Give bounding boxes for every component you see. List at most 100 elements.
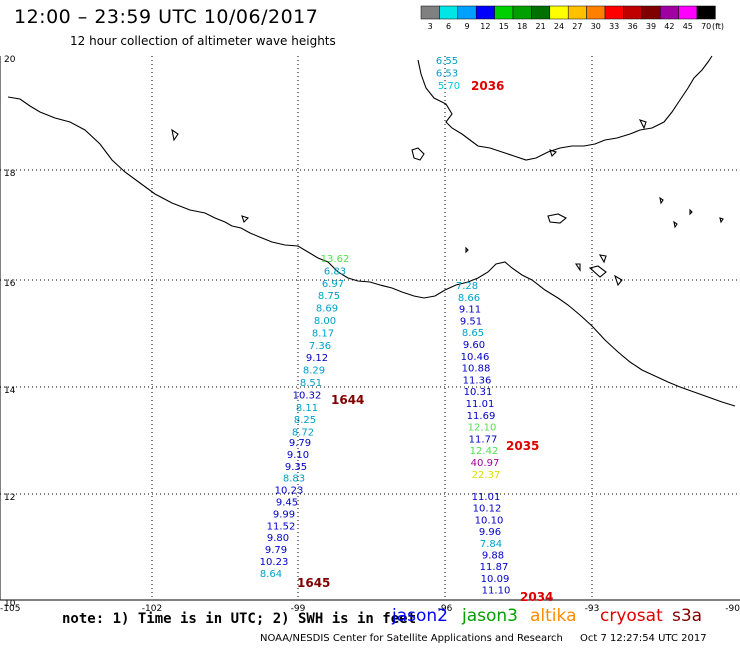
color-scale-swatch (457, 5, 477, 20)
wave-height-reading: 9.45 (276, 498, 298, 509)
wave-height-reading: 8.65 (462, 328, 484, 339)
wave-height-reading: 11.69 (467, 411, 496, 422)
wave-height-reading: 10.10 (475, 515, 504, 526)
color-scale-swatch (659, 5, 679, 20)
wave-height-reading: 8.00 (314, 316, 336, 327)
page-title: 12:00 – 23:59 UTC 10/06/2017 (14, 6, 319, 28)
satellite-legend-item: jason3 (462, 606, 518, 626)
color-scale-label: 45 (682, 22, 693, 31)
lon-tick-label: -105 (0, 604, 20, 614)
satellite-legend-item: cryosat (600, 606, 663, 626)
wave-height-reading: 9.51 (460, 316, 482, 327)
wave-height-reading: 10.31 (464, 387, 493, 398)
lon-tick-label: -90 (725, 604, 740, 614)
wave-height-reading: 11.52 (267, 521, 296, 532)
color-scale-label: 30 (590, 22, 601, 31)
color-scale-label: 36 (627, 22, 638, 31)
wave-height-reading: 10.23 (260, 557, 289, 568)
wave-height-reading: 10.23 (275, 486, 304, 497)
color-scale-swatch (549, 5, 569, 20)
color-scale-unit: (ft) (712, 22, 725, 31)
color-scale-swatch (531, 5, 551, 20)
axis-labels: -105 -102 -99 -96 -93 -90 20 18 16 14 12 10 (0, 55, 740, 614)
lat-lon-grid (0, 56, 740, 600)
wave-height-reading: 9.11 (459, 305, 481, 316)
color-scale-label: 15 (498, 22, 509, 31)
color-scale-label: 42 (664, 22, 675, 31)
wave-height-reading: 8.75 (318, 291, 340, 302)
wave-height-reading: 10.09 (481, 574, 510, 585)
wave-height-reading: 13.62 (321, 254, 350, 265)
wave-height-reading: 9.99 (273, 509, 295, 520)
wave-height-reading: 8.69 (316, 304, 338, 315)
wave-height-reading: 9.12 (306, 353, 328, 364)
wave-height-reading: 8.64 (260, 569, 282, 580)
color-scale-swatch (586, 5, 606, 20)
lat-tick-label: 16 (4, 279, 16, 289)
wave-height-reading: 11.01 (472, 492, 501, 503)
pass-time-label: 2034 (520, 590, 553, 604)
color-scale-label: 6 (446, 22, 452, 31)
color-scale-swatch (512, 5, 532, 20)
wave-height-reading: 10.32 (293, 390, 322, 401)
lat-tick-label: 18 (4, 169, 16, 179)
wave-height-reading: 9.88 (482, 551, 504, 562)
lat-tick-label: 10 (4, 599, 16, 609)
pass-time-label: 2036 (471, 79, 504, 93)
wave-height-reading: 8.83 (283, 474, 305, 485)
wave-height-reading: 8.66 (458, 293, 480, 304)
lon-tick-label: -102 (142, 604, 162, 614)
color-scale-swatch (420, 5, 440, 20)
wave-height-reading: 11.10 (482, 586, 511, 597)
color-scale-label: 12 (480, 22, 491, 31)
color-scale-swatch (439, 5, 459, 20)
wave-height-reading: 9.10 (287, 450, 309, 461)
wave-height-reading: 8.72 (292, 428, 314, 439)
wave-height-reading: 22.37 (472, 470, 501, 481)
coastline (7, 55, 736, 407)
color-scale-swatch (696, 5, 716, 20)
color-scale-swatch (475, 5, 495, 20)
color-scale-swatch (678, 5, 698, 20)
color-scale-label: 33 (609, 22, 620, 31)
wave-height-reading: 9.80 (267, 533, 289, 544)
wave-height-reading: 9.96 (479, 527, 501, 538)
lat-tick-label: 12 (4, 493, 15, 503)
color-scale-swatch (604, 5, 624, 20)
lon-tick-label: -93 (585, 604, 600, 614)
footer-note: note: 1) Time is in UTC; 2) SWH is in fe… (62, 611, 417, 627)
wave-height-reading: 11.87 (480, 562, 509, 573)
footer-credit: NOAA/NESDIS Center for Satellite Applica… (260, 633, 563, 644)
wave-height-reading: 9.79 (289, 438, 311, 449)
wave-height-reading: 40.97 (471, 458, 500, 469)
color-scale-label: 18 (517, 22, 528, 31)
color-scale-swatch (623, 5, 643, 20)
wave-height-reading: 10.88 (462, 364, 491, 375)
map-frame (0, 56, 740, 601)
color-scale-label: 39 (645, 22, 657, 31)
color-scale-swatch (494, 5, 514, 20)
wave-height-reading: 7.28 (456, 281, 478, 292)
color-scale-label: 9 (464, 22, 470, 31)
color-scale-label: 21 (535, 22, 546, 31)
color-scale-label: 24 (553, 22, 565, 31)
wave-height-readings: 6.55 6.535.70 2036 13.626.83 6.978.75 8.698.0… (260, 56, 554, 604)
wave-height-reading: 10.46 (461, 352, 490, 363)
color-scale (420, 5, 716, 20)
wave-height-reading: 8.25 (294, 415, 316, 426)
satellite-legend-item: altika (530, 606, 577, 626)
lon-tick-label: -99 (291, 604, 306, 614)
wave-height-reading: 6.97 (322, 279, 344, 290)
wave-height-reading: 8.29 (303, 366, 325, 377)
wave-height-reading: 11.36 (463, 375, 492, 386)
wave-height-reading: 11.77 (469, 434, 498, 445)
satellite-legend-item: s3a (672, 606, 703, 626)
wave-height-reading: 10.12 (473, 504, 502, 515)
wave-height-reading: 6.83 (324, 266, 346, 277)
wave-height-reading: 7.36 (309, 341, 331, 352)
color-scale-label: 70 (701, 22, 712, 31)
wave-height-reading: 8.51 (300, 378, 322, 389)
pass-time-label: 2035 (506, 439, 539, 453)
wave-height-reading: 11.01 (466, 399, 495, 410)
